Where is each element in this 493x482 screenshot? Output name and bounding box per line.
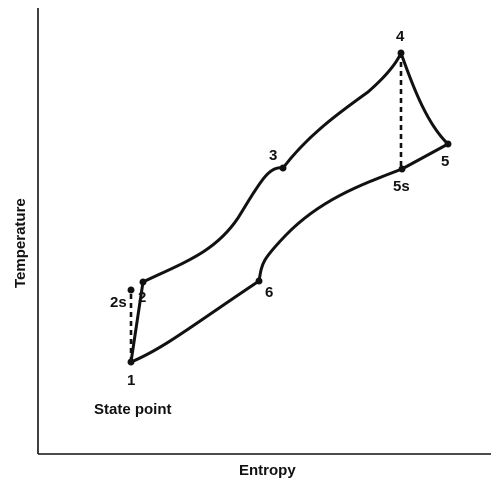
- heat-addition-curve: [141, 51, 403, 284]
- heat-rejection-lower-curve: [129, 167, 404, 364]
- y-axis-label: Temperature: [12, 198, 29, 288]
- state-point-4-marker: [397, 49, 405, 57]
- x-axis-label: Entropy: [239, 462, 296, 479]
- label-3: 3: [269, 147, 277, 164]
- label-6: 6: [265, 284, 273, 301]
- label-2s: 2s: [110, 294, 127, 311]
- label-4: 4: [396, 28, 405, 45]
- label-5s: 5s: [393, 178, 410, 195]
- state-point-1-marker: [127, 358, 135, 366]
- state-point-caption: State point: [94, 401, 172, 418]
- state-point-5-marker: [444, 140, 452, 148]
- state-point-3-marker: [279, 164, 287, 172]
- label-1: 1: [127, 372, 135, 389]
- state-point-2s-marker: [127, 286, 135, 294]
- label-5: 5: [441, 153, 449, 170]
- compression-curve: [129, 280, 145, 364]
- label-2: 2: [138, 289, 146, 306]
- heat-rejection-upper-curve: [400, 142, 450, 171]
- state-point-5s-marker: [398, 165, 406, 173]
- state-point-2-marker: [139, 278, 147, 286]
- state-point-6-marker: [255, 277, 263, 285]
- expansion-curve: [399, 51, 450, 146]
